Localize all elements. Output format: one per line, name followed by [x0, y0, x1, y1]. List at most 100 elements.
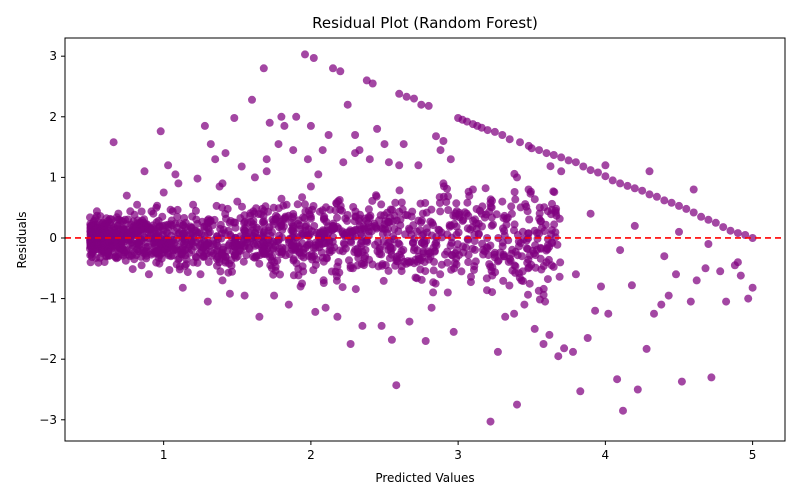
data-point	[395, 207, 404, 216]
x-axis-label: Predicted Values	[375, 471, 474, 485]
data-point	[630, 221, 639, 230]
data-point	[212, 254, 221, 263]
scatter-points	[86, 50, 757, 426]
data-point	[92, 238, 101, 246]
data-point	[441, 250, 449, 259]
data-point	[435, 199, 444, 207]
data-point	[274, 140, 283, 149]
data-point	[457, 267, 466, 276]
data-point	[294, 271, 303, 280]
data-point	[260, 219, 269, 228]
data-point	[197, 229, 206, 238]
data-point	[741, 231, 750, 239]
data-point	[616, 179, 625, 188]
data-point	[733, 258, 742, 267]
data-point	[526, 189, 535, 198]
data-point	[363, 238, 372, 246]
data-point	[122, 191, 131, 200]
data-point	[501, 312, 510, 321]
data-point	[537, 265, 546, 274]
data-point	[255, 259, 264, 268]
x-axis-ticks: 1 2 3 4 5	[160, 441, 756, 462]
data-point	[147, 207, 156, 216]
data-point	[555, 214, 564, 223]
data-point	[121, 256, 130, 265]
data-point	[466, 278, 475, 287]
data-point	[436, 207, 445, 216]
data-point	[287, 226, 296, 235]
data-point	[333, 213, 341, 222]
data-point	[405, 224, 413, 233]
data-point	[464, 258, 473, 267]
data-point	[547, 261, 556, 270]
data-point	[228, 267, 236, 276]
data-point	[499, 252, 508, 261]
data-point	[510, 220, 519, 229]
data-point	[744, 294, 753, 303]
data-point	[443, 230, 452, 239]
data-point	[251, 229, 260, 238]
data-point	[358, 321, 367, 330]
data-point	[277, 220, 285, 228]
data-point	[540, 203, 549, 212]
data-point	[200, 222, 209, 231]
data-point	[464, 250, 473, 259]
data-point	[645, 167, 654, 176]
data-point	[362, 76, 371, 85]
data-point	[86, 251, 95, 260]
data-point	[719, 223, 728, 232]
data-point	[265, 118, 274, 127]
data-point	[453, 240, 462, 249]
data-point	[301, 50, 309, 59]
data-point	[546, 162, 555, 171]
data-point	[139, 220, 148, 229]
data-point	[233, 197, 242, 206]
data-point	[542, 246, 551, 255]
data-point	[293, 200, 302, 209]
data-point	[133, 200, 142, 209]
data-point	[218, 276, 227, 285]
data-point	[511, 195, 520, 204]
data-point	[416, 199, 425, 208]
data-point	[250, 173, 259, 182]
data-point	[726, 226, 735, 235]
data-point	[660, 252, 669, 261]
data-point	[221, 149, 230, 158]
data-point	[447, 221, 456, 230]
chart-title: Residual Plot (Random Forest)	[312, 14, 538, 32]
data-point	[255, 312, 264, 321]
data-point	[402, 92, 411, 101]
data-point	[221, 258, 230, 267]
data-point	[386, 243, 395, 252]
data-point	[306, 121, 315, 130]
data-point	[86, 241, 95, 250]
data-point	[117, 239, 126, 248]
data-point	[414, 161, 423, 170]
data-point	[92, 229, 101, 238]
data-point	[124, 235, 133, 244]
data-point	[416, 265, 425, 274]
data-point	[633, 385, 642, 394]
data-point	[137, 252, 146, 261]
data-point	[204, 258, 213, 266]
y-tick-label: −1	[39, 292, 57, 306]
data-point	[525, 215, 534, 224]
data-point	[159, 188, 168, 197]
data-point	[306, 182, 315, 191]
data-point	[513, 400, 521, 409]
data-point	[379, 276, 388, 285]
data-point	[333, 312, 342, 321]
data-point	[182, 260, 191, 269]
data-point	[540, 227, 549, 235]
data-point	[419, 230, 428, 239]
data-point	[309, 266, 318, 275]
data-point	[227, 261, 236, 270]
data-point	[392, 252, 401, 261]
x-tick-label: 2	[307, 448, 315, 462]
data-point	[196, 270, 205, 279]
y-tick-label: 1	[49, 170, 57, 184]
data-point	[144, 270, 153, 279]
data-point	[336, 67, 345, 76]
data-point	[140, 167, 149, 176]
data-point	[310, 251, 318, 260]
